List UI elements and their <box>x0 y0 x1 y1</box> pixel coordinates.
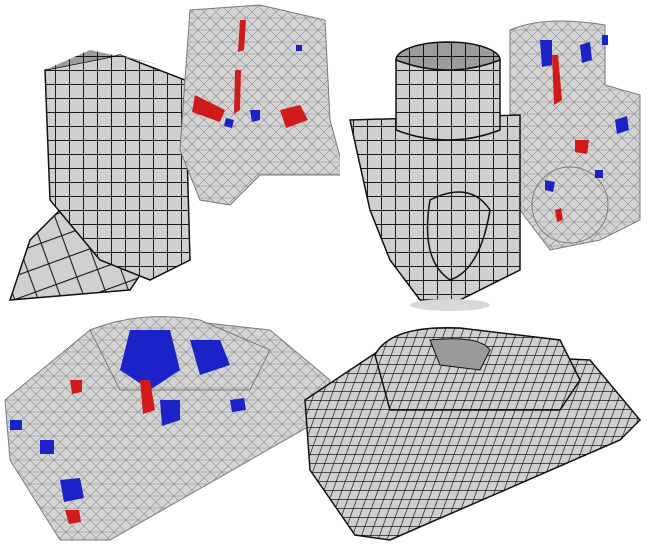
hex-cube-front <box>44 54 191 281</box>
hex-sphere-cutout <box>426 191 491 281</box>
hex-cylinder-side <box>395 58 501 141</box>
shadow <box>410 299 490 311</box>
panel-bottom-right <box>300 310 653 544</box>
defect-marks <box>192 20 308 128</box>
panel-bottom-left <box>0 310 340 544</box>
hex-plate-render <box>304 326 642 541</box>
cube-cylinder-sphere-render <box>349 20 641 311</box>
tet-twisted-block <box>179 4 340 206</box>
hex-cube-top <box>45 50 160 70</box>
tet-defects <box>540 35 629 222</box>
panel-top-left <box>0 0 340 320</box>
tet-sphere <box>531 166 609 244</box>
hex-boss-groove <box>429 338 491 371</box>
hex-vs-tet-block-render <box>8 4 340 301</box>
tet-plate-render <box>4 316 331 541</box>
tet-defects <box>10 330 246 524</box>
panel-top-right <box>340 0 653 320</box>
